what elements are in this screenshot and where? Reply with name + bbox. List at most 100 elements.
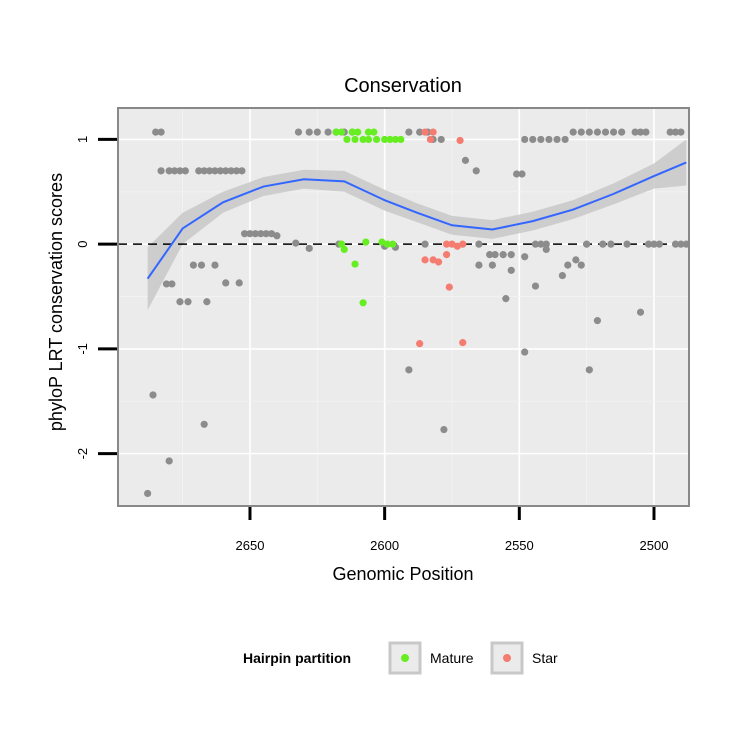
- other-point: [165, 167, 173, 175]
- smooth-line: [146, 161, 687, 280]
- legend-dot-star: [503, 654, 511, 662]
- other-point: [585, 128, 593, 136]
- other-point: [502, 295, 510, 303]
- other-point: [273, 232, 281, 240]
- mature-point: [340, 245, 348, 253]
- other-point: [200, 167, 208, 175]
- other-point: [486, 251, 494, 259]
- other-point: [157, 128, 165, 136]
- legend-label-star: Star: [532, 650, 558, 666]
- other-point: [599, 240, 607, 248]
- other-point: [149, 391, 157, 399]
- x-tick-label: 2650: [236, 538, 265, 553]
- other-point: [235, 279, 243, 287]
- other-point: [553, 135, 561, 144]
- other-point: [197, 261, 206, 269]
- other-point: [545, 135, 553, 144]
- mature-point: [372, 135, 381, 144]
- other-point: [294, 128, 303, 136]
- legend-dot-mature: [401, 654, 409, 662]
- other-point: [324, 128, 332, 136]
- axes: 2650 2600 2550 2500 1 0 -1 -2: [75, 136, 668, 553]
- other-point: [671, 128, 680, 136]
- y-axis-label: phyloP LRT conservation scores: [46, 173, 66, 431]
- other-point: [475, 261, 483, 269]
- other-point: [644, 240, 653, 248]
- other-point: [636, 128, 645, 136]
- mature-point: [351, 135, 359, 144]
- other-point: [437, 135, 445, 144]
- other-point: [521, 135, 529, 144]
- other-point: [521, 253, 529, 261]
- other-point: [461, 156, 470, 164]
- other-point: [222, 167, 230, 175]
- mature-point: [348, 128, 356, 136]
- mature-point: [383, 240, 391, 248]
- other-point: [313, 128, 321, 136]
- star-point: [426, 135, 435, 144]
- other-point: [513, 170, 521, 178]
- mature-point: [370, 128, 378, 136]
- other-point: [518, 170, 526, 178]
- other-point: [609, 128, 618, 136]
- other-point: [577, 261, 585, 269]
- star-point: [442, 251, 451, 259]
- star-point: [421, 256, 429, 264]
- mature-point: [337, 128, 346, 136]
- other-point: [655, 240, 663, 248]
- chart-title: Conservation: [344, 75, 462, 97]
- star-point: [416, 340, 424, 348]
- other-point: [475, 240, 483, 248]
- other-point: [488, 261, 496, 269]
- other-point: [593, 128, 602, 136]
- other-point: [200, 420, 208, 428]
- other-point: [165, 457, 173, 465]
- star-point: [434, 258, 443, 266]
- other-point: [564, 261, 572, 269]
- mature-point: [359, 299, 367, 307]
- other-point: [203, 298, 211, 306]
- other-point: [472, 167, 480, 175]
- mature-point: [351, 260, 359, 268]
- other-point: [521, 348, 529, 356]
- other-point: [677, 128, 685, 136]
- other-point: [572, 256, 580, 264]
- mature-point: [391, 135, 400, 144]
- other-point: [211, 261, 219, 269]
- other-point: [305, 244, 313, 252]
- star-point: [421, 128, 429, 136]
- other-point: [577, 128, 585, 136]
- other-point: [181, 167, 189, 175]
- other-point: [176, 167, 184, 175]
- other-point: [168, 280, 176, 288]
- star-point: [456, 136, 464, 145]
- other-point: [666, 128, 674, 136]
- mature-point: [381, 135, 389, 144]
- other-point: [238, 167, 246, 175]
- other-point: [170, 167, 179, 175]
- other-point: [195, 167, 203, 175]
- other-point: [421, 240, 429, 248]
- other-point: [162, 280, 171, 288]
- other-point: [569, 128, 577, 136]
- other-point: [144, 489, 152, 498]
- other-point: [642, 128, 650, 136]
- other-point: [593, 317, 602, 325]
- mature-point: [364, 128, 373, 136]
- other-point: [650, 240, 658, 248]
- x-tick-label: 2500: [640, 538, 669, 553]
- confidence-ribbon: [147, 139, 687, 311]
- other-point: [157, 167, 165, 175]
- other-point: [537, 135, 545, 144]
- other-point: [585, 366, 593, 374]
- mature-point: [332, 128, 340, 136]
- smooth-trend-line: [146, 161, 687, 280]
- other-point: [499, 251, 507, 259]
- other-point: [251, 230, 259, 238]
- other-point: [405, 128, 413, 136]
- legend: Hairpin partition Mature Star: [243, 641, 558, 675]
- star-point: [442, 240, 451, 248]
- other-point: [262, 230, 270, 238]
- other-point: [227, 167, 235, 175]
